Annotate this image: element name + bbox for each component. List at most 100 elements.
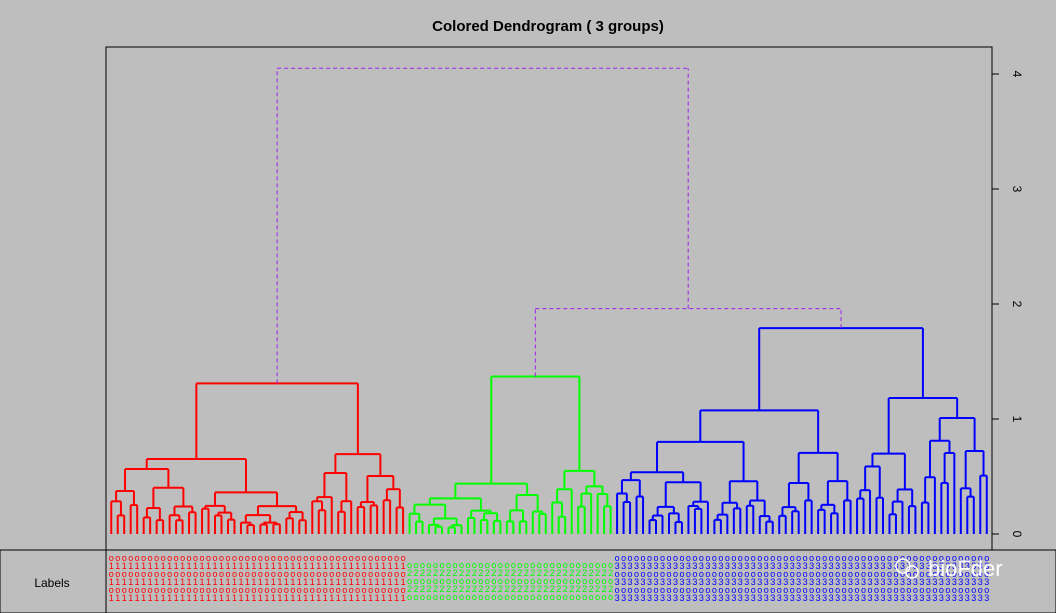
group-3-leaf-label-33-3: 3: [829, 577, 834, 587]
group-1-leaf-label-25-4: o: [271, 585, 276, 595]
group-1-leaf-label-30-0: o: [303, 553, 308, 563]
group-3-leaf-label-46-4: o: [913, 585, 918, 595]
group-1-leaf-label-19-3: 1: [232, 577, 237, 587]
group-3-leaf-label-20-1: 3: [744, 561, 749, 571]
group-3-leaf-label-21-2: o: [751, 569, 756, 579]
group-3-leaf-label-11-1: 3: [686, 561, 691, 571]
group-3-leaf-label-54-1: 3: [965, 561, 970, 571]
group-3-leaf-label-36-2: o: [848, 569, 853, 579]
group-3-leaf-label-41-4: o: [880, 585, 885, 595]
group-3-leaf-label-36-5: 3: [848, 593, 853, 603]
group-3-leaf-label-15-0: o: [712, 553, 717, 563]
group-2-leaf-label-11-1: 2: [478, 568, 483, 578]
group-2-leaf-label-3-3: 2: [427, 584, 432, 594]
group-1-leaf-label-12-3: 1: [187, 577, 192, 587]
group-3-leaf-label-23-0: o: [764, 553, 769, 563]
group-2-leaf-label-1-2: o: [414, 576, 419, 586]
y-tick-label-4: 4: [1010, 71, 1024, 78]
group-2-leaf-label-29-0: o: [595, 560, 600, 570]
group-1-leaf-label-40-2: o: [368, 569, 373, 579]
group-3-leaf-label-48-3: 3: [926, 577, 931, 587]
group-3-leaf-label-48-1: 3: [926, 561, 931, 571]
group-2-leaf-label-6-0: o: [446, 560, 451, 570]
group-3-leaf-label-50-1: 3: [939, 561, 944, 571]
group-1-leaf-label-11-0: o: [180, 553, 185, 563]
group-1-leaf-label-16-0: o: [212, 553, 217, 563]
group-3-leaf-label-38-4: o: [861, 585, 866, 595]
group-1-leaf-label-32-0: o: [316, 553, 321, 563]
group-1-leaf-label-28-1: 1: [290, 561, 295, 571]
group-3-leaf-label-35-3: 3: [842, 577, 847, 587]
group-2-leaf-label-15-1: 2: [504, 568, 509, 578]
group-2-leaf-label-12-3: 2: [485, 584, 490, 594]
group-3-leaf-label-40-0: o: [874, 553, 879, 563]
group-3-leaf-label-0-0: o: [615, 553, 620, 563]
group-1-leaf-label-45-4: o: [401, 585, 406, 595]
group-2-leaf-label-4-4: o: [433, 592, 438, 602]
group-3-leaf-label-55-2: o: [971, 569, 976, 579]
leaf-label-row: o1o1o1o1o1o1o1o1o1o1o1o1o1o1o1o1o1o1o1o1…: [109, 553, 990, 603]
group-1-leaf-label-0-4: o: [109, 585, 114, 595]
watermark: bioFder: [895, 556, 1003, 581]
group-2-leaf-label-9-2: o: [465, 576, 470, 586]
group-1-leaf-label-11-5: 1: [180, 593, 185, 603]
group-3-leaf-label-46-3: 3: [913, 577, 918, 587]
group-2-leaf-label-3-1: 2: [427, 568, 432, 578]
group-1-leaf-label-9-4: o: [167, 585, 172, 595]
group-3-leaf-label-34-3: 3: [835, 577, 840, 587]
group-3-leaf-label-51-3: 3: [945, 577, 950, 587]
group-3-leaf-label-22-4: o: [757, 585, 762, 595]
group-2-leaf-label-2-3: 2: [420, 584, 425, 594]
group-2-leaf-label-7-0: o: [452, 560, 457, 570]
group-3-leaf-label-4-1: 3: [641, 561, 646, 571]
group-3-leaf-label-51-5: 3: [945, 593, 950, 603]
group-3-leaf-label-3-5: 3: [634, 593, 639, 603]
group-3-leaf-label-57-5: 3: [984, 593, 989, 603]
group-1-leaf-label-31-1: 1: [310, 561, 315, 571]
group-1-leaf-label-19-5: 1: [232, 593, 237, 603]
group-3-leaf-label-5-3: 3: [647, 577, 652, 587]
group-1-leaf-label-16-1: 1: [212, 561, 217, 571]
group-3-leaf-label-28-1: 3: [796, 561, 801, 571]
group-3-leaf-label-4-3: 3: [641, 577, 646, 587]
group-3-leaf-label-50-2: o: [939, 569, 944, 579]
group-1-leaf-label-0-5: 1: [109, 593, 114, 603]
group-1-leaf-label-8-5: 1: [161, 593, 166, 603]
group-2-leaf-label-30-1: 2: [602, 568, 607, 578]
group-3-leaf-label-15-4: o: [712, 585, 717, 595]
group-1-leaf-label-19-0: o: [232, 553, 237, 563]
group-1-leaf-label-34-0: o: [329, 553, 334, 563]
group-3-leaf-label-43-5: 3: [893, 593, 898, 603]
group-3-leaf-label-8-1: 3: [666, 561, 671, 571]
group-1-leaf-label-42-3: 1: [381, 577, 386, 587]
group-1-leaf-label-44-3: 1: [394, 577, 399, 587]
group-2-leaf-label-26-1: 2: [576, 568, 581, 578]
group-3-leaf-label-21-5: 3: [751, 593, 756, 603]
group-1-leaf-label-2-1: 1: [122, 561, 127, 571]
group-3-leaf-label-34-2: o: [835, 569, 840, 579]
group-1-leaf-label-43-2: o: [388, 569, 393, 579]
group-3-leaf-label-27-5: 3: [790, 593, 795, 603]
group-1-leaf-label-38-3: 1: [355, 577, 360, 587]
group-1-leaf-label-11-1: 1: [180, 561, 185, 571]
group-1-leaf-label-41-0: o: [375, 553, 380, 563]
group-3-leaf-label-37-5: 3: [855, 593, 860, 603]
group-1-leaf-label-17-0: o: [219, 553, 224, 563]
group-3-leaf-label-9-4: o: [673, 585, 678, 595]
group-3-leaf-label-56-5: 3: [978, 593, 983, 603]
group-3-leaf-label-54-4: o: [965, 585, 970, 595]
group-2-leaf-label-10-4: o: [472, 592, 477, 602]
group-2-leaf-label-29-2: o: [595, 576, 600, 586]
group-2-leaf-label-4-2: o: [433, 576, 438, 586]
group-3-leaf-label-26-5: 3: [783, 593, 788, 603]
group-3-leaf-label-1-0: o: [621, 553, 626, 563]
group-3-leaf-label-40-4: o: [874, 585, 879, 595]
group-3-leaf-label-10-1: 3: [679, 561, 684, 571]
group-1-leaf-label-2-0: o: [122, 553, 127, 563]
group-2-leaf-label-4-0: o: [433, 560, 438, 570]
group-1-leaf-label-8-2: o: [161, 569, 166, 579]
group-1-leaf-label-6-4: o: [148, 585, 153, 595]
group-3-leaf-label-42-4: o: [887, 585, 892, 595]
group-1-leaf-label-14-2: o: [200, 569, 205, 579]
